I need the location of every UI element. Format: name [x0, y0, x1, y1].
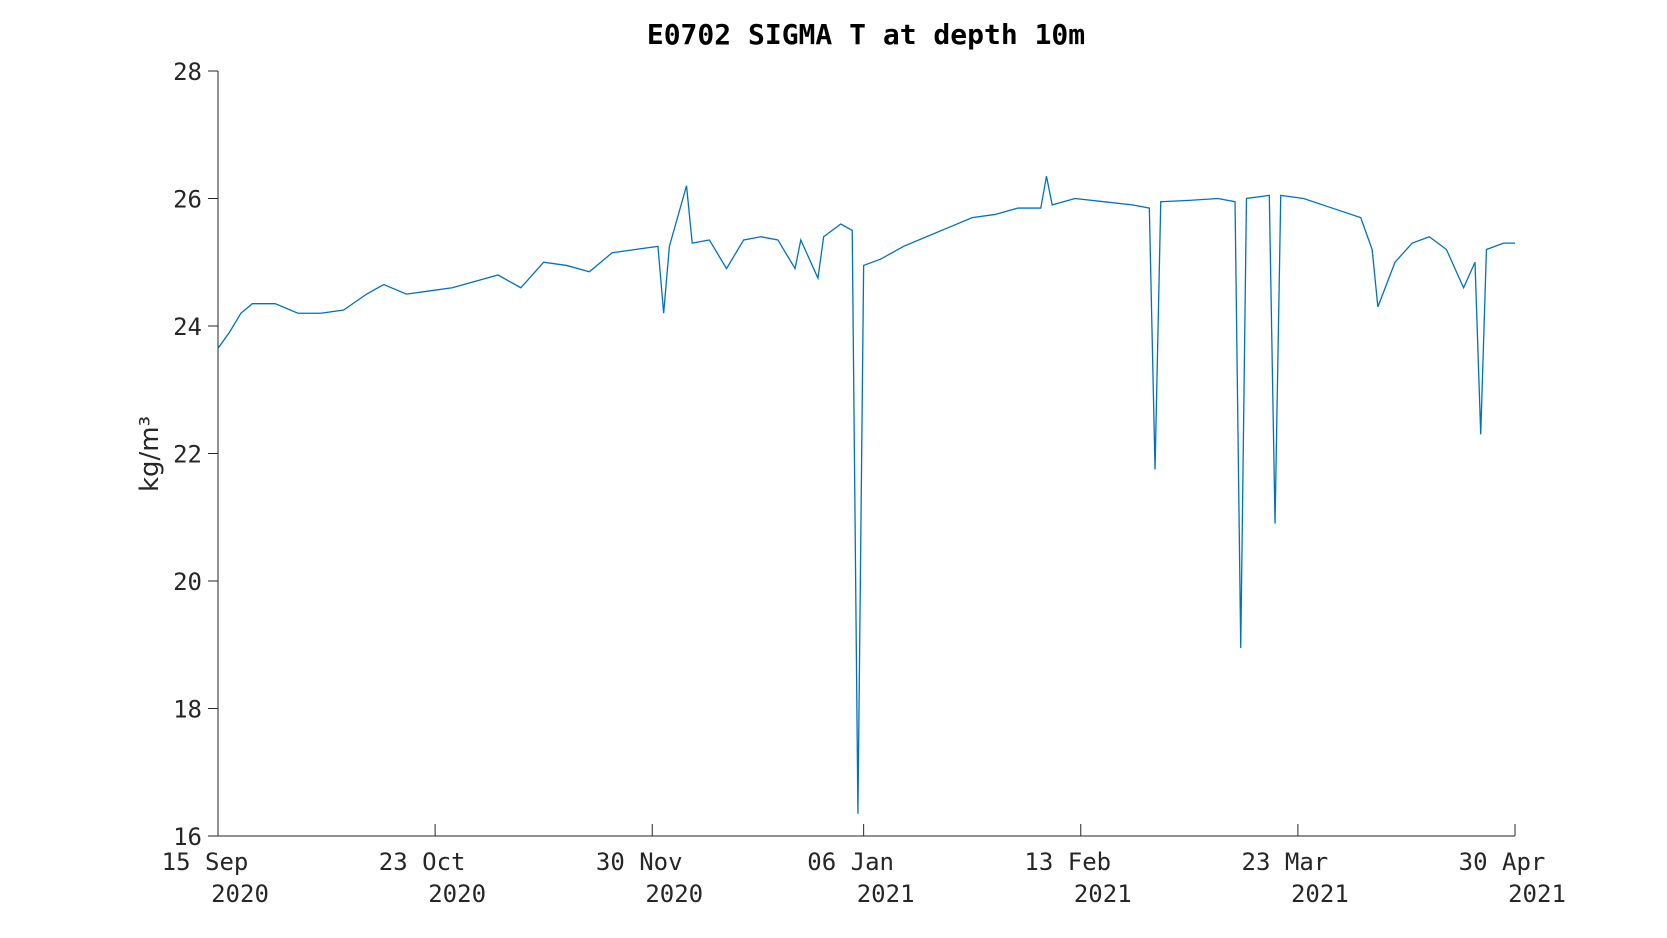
y-tick-label: 16 — [173, 823, 202, 851]
x-tick-label: 06 Jan 2021 — [807, 848, 914, 908]
x-tick-label: 23 Oct 2020 — [379, 848, 486, 908]
x-tick-label: 23 Mar 2021 — [1242, 848, 1349, 908]
x-tick-label: 30 Apr 2021 — [1459, 848, 1566, 908]
y-tick-label: 18 — [173, 696, 202, 724]
chart-title: E0702 SIGMA T at depth 10m — [647, 18, 1085, 51]
y-tick-label: 24 — [173, 313, 202, 341]
x-tick-label: 30 Nov 2020 — [596, 848, 703, 908]
data-line — [217, 176, 1515, 814]
y-tick-label: 20 — [173, 568, 202, 596]
y-axis-label: kg/m³ — [135, 416, 165, 492]
x-tick-label: 15 Sep 2020 — [162, 848, 269, 908]
y-tick-label: 22 — [173, 441, 202, 469]
x-tick-label: 13 Feb 2021 — [1024, 848, 1131, 908]
y-tick-label: 28 — [173, 58, 202, 86]
y-tick-label: 26 — [173, 186, 202, 214]
